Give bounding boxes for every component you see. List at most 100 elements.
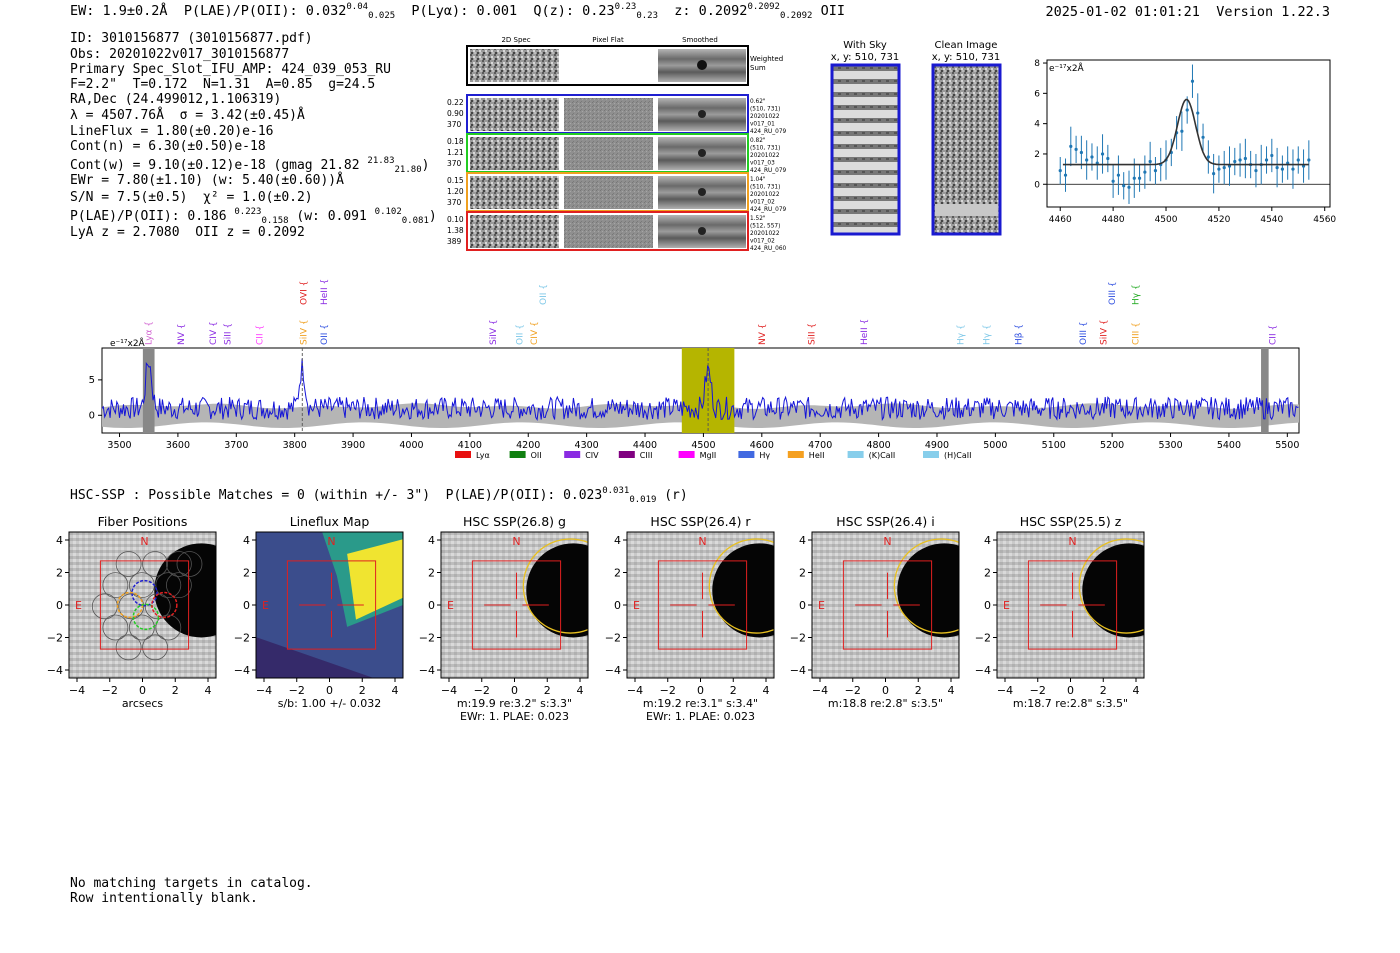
line-id-label: HeII { [320,279,330,305]
hsc-ytick-label: 2 [799,567,806,580]
spectrum-xtick-label: 3800 [283,440,307,451]
spectrum-xtick-label: 4900 [925,440,949,451]
fit-point [1233,159,1237,164]
cutout-2d [470,215,559,248]
spectrum-legend: Lyα OII CIV CIII MgII Hγ HeII (K)CaII (H)CaII [455,451,971,460]
cutout-right-value: 0.82" [750,138,766,144]
hsc-panel-title: Lineflux Map [290,514,370,529]
line-id-label: CIII { [1132,322,1142,345]
fit-point [1238,158,1242,162]
hsc-caption: m:18.7 re:2.8" s:3.5" [1013,697,1128,710]
legend-label: MgII [700,451,717,460]
compass-e: E [1003,599,1010,612]
cutout-left-value: 1.20 [447,187,464,196]
fit-point [1254,169,1258,173]
cutout-right-value: 20201022 [750,231,780,237]
search-box [471,560,562,650]
compass-n: N [1068,535,1076,548]
cutout-2d [470,137,559,170]
fit-ytick-label: 2 [1034,150,1040,160]
cutout-left-value: 0.15 [447,176,464,185]
spectrum-xtick-label: 3600 [166,440,190,451]
hsc-ytick-label: 4 [428,534,435,547]
cutout-right-value: 20201022 [750,192,780,198]
fit-point [1090,155,1094,159]
hsc-panels: Fiber Positions N E 4 2 0 −2 −4 −4 −2 0 2 4 arcsecs Li… [47,514,1145,723]
fit-point [1079,150,1083,155]
fiber-circle [166,572,192,599]
info-obs: Obs: 20201022v017_3010156877 [70,47,290,62]
header-z-line: OII [820,3,845,19]
fit-ytick-label: 4 [1034,120,1040,130]
info-radec: RA,Dec (24.499012,1.106319) [70,92,282,107]
hsc-image [69,532,216,678]
weighted-peak [697,60,707,70]
compass-e: E [75,599,82,612]
hsc-xtick-label: 4 [1133,684,1140,697]
info-lineflux: LineFlux = 1.80(±0.20)e-16 [70,124,274,139]
compass-n: N [140,535,148,548]
compass-n: N [327,535,335,548]
legend-swatch [847,451,864,458]
info-id: ID: 3010156877 (3010156877.pdf) [70,31,313,46]
hsc-ytick-label: −2 [419,632,435,645]
line-id-label: NV { [758,324,768,345]
cutout-right-value: 0.62" [750,99,766,105]
hsc-xtick-label: 2 [172,684,179,697]
line-id-label: SiIV { [489,319,499,345]
fit-point [1201,135,1205,139]
hsc-xtick-label: −4 [256,684,272,697]
hsc-ytick-label: −2 [47,632,63,645]
cutout-right-value: v017_03 [750,161,775,167]
fiber-circle [176,551,203,577]
legend-label: OII [531,451,542,460]
version: Version 1.22.3 [1216,4,1330,20]
info-plae-w: (w: 0.091 [296,209,367,224]
compass-n: N [883,535,891,548]
cutout-left-value: 389 [447,237,462,246]
line-id-label: Hγ { [1132,284,1142,305]
hsc-ytick-label: −2 [975,632,991,645]
hsc-panel-group: Fiber Positions N E 4 2 0 −2 −4 −4 −2 0 2 4 arcsecs Li… [47,514,1145,723]
search-box [286,560,377,650]
hsc-xtick-label: 2 [915,684,922,697]
fit-point [1307,158,1311,162]
cutout-left-value: 0.90 [447,109,464,118]
fit-point [1148,159,1152,164]
hsc-ytick-label: 0 [614,599,621,612]
info-primary: Primary Spec_Slot_IFU_AMP: 424_039_053_R… [70,62,391,77]
spectrum-chart: e⁻¹⁷x2Å 5 0 3500 3600 3700 3800 3900 4000 4100 42… [89,337,1300,460]
info-gmag-sup: 21.83 [367,156,395,166]
hsc-caption: m:18.8 re:2.8" s:3.5" [828,697,943,710]
cutout-left-value: 0.18 [447,137,464,146]
spectrum-xtick-label: 3500 [107,440,131,451]
search-box [99,560,190,650]
spec-cutouts-panel: 2D Spec Pixel Flat Smoothed Weighted Sum… [447,36,787,252]
fit-point [1058,169,1062,173]
compass-n: N [512,535,520,548]
col-2d-spec: 2D Spec [501,36,530,44]
header-z-sub: 0.2092 [779,11,813,21]
fit-point [1190,79,1195,83]
hsc-ytick-label: 0 [243,599,250,612]
source-ellipse [522,538,588,634]
hsc-panel-title: HSC SSP(26.8) g [463,514,566,529]
with-sky-coords: x, y: 510, 731 [831,52,900,63]
hsc-panel-title: HSC SSP(25.5) z [1020,514,1122,529]
info-plae-sub: 0.158 [261,216,289,226]
fit-plot-area [1046,59,1331,208]
info-plae-w-sub: 0.081 [401,216,429,226]
hsc-xtick-label: −4 [997,684,1013,697]
fit-point [1180,129,1184,133]
fit-point [1137,176,1142,180]
spectrum-xtick-label: 5000 [983,440,1007,451]
cutout-left-value: 1.38 [447,226,464,235]
fit-xtick-label: 4480 [1102,215,1125,225]
header-plae-sub: 0.025 [368,11,396,21]
line-fit-chart: e⁻¹⁷x2Å 8 6 4 2 0 4460 4480 4500 4520 4540 4560 [1034,59,1336,225]
legend-swatch [738,451,755,458]
fit-xtick-label: 4500 [1155,215,1178,225]
spectrum-xtick-label: 4800 [866,440,890,451]
fiber-circle [118,593,145,620]
